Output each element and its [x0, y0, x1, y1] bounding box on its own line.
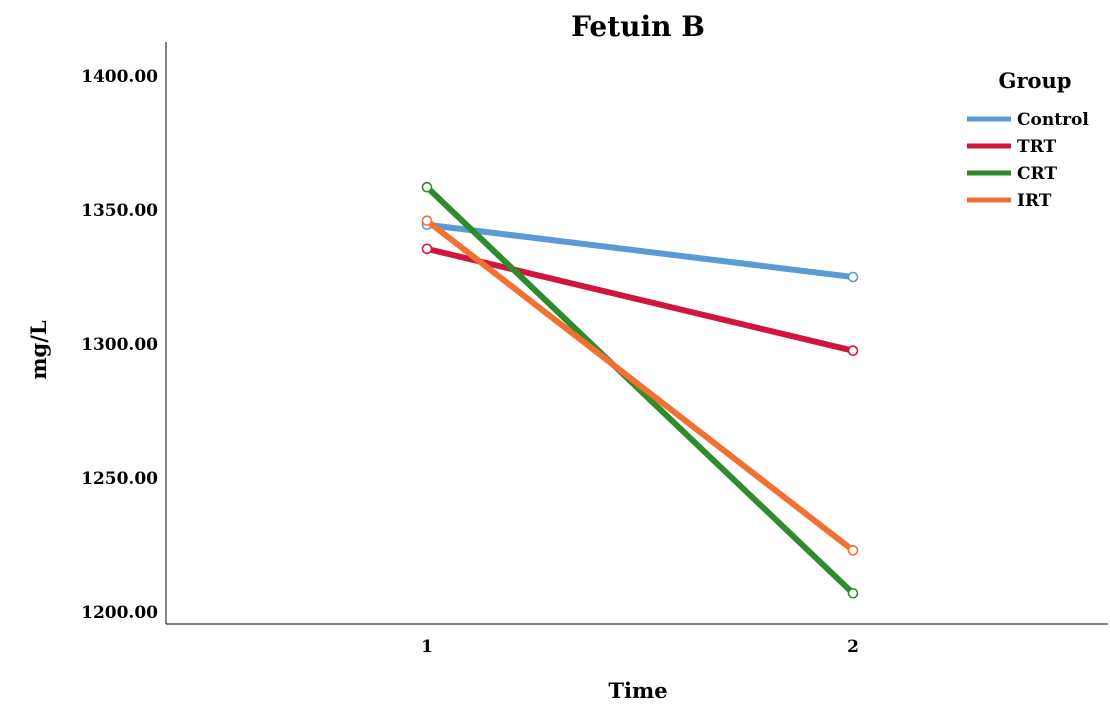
- legend: Group Control TRT CRT IRT: [967, 68, 1089, 211]
- legend-item-irt: IRT: [967, 191, 1052, 211]
- series-line: [424, 184, 856, 597]
- series-irt: [421, 215, 859, 556]
- data-point: [421, 215, 433, 227]
- series-control: [421, 219, 859, 283]
- series-crt: [421, 181, 859, 599]
- y-axis-title: mg/L: [26, 320, 51, 380]
- legend-item-crt: CRT: [967, 164, 1057, 184]
- axes: [165, 42, 1108, 625]
- y-tick-label: 1350.00: [81, 201, 158, 221]
- y-tick-label: 1300.00: [81, 335, 158, 355]
- data-point: [421, 243, 433, 255]
- legend-label: Control: [1017, 110, 1089, 130]
- legend-title: Group: [999, 68, 1072, 93]
- series-trt: [421, 243, 859, 357]
- x-tick-label: 2: [847, 637, 859, 657]
- series-line: [424, 217, 856, 554]
- series-line: [424, 245, 856, 354]
- legend-item-trt: TRT: [967, 137, 1056, 157]
- legend-label: CRT: [1017, 164, 1057, 184]
- x-axis-title: Time: [608, 678, 667, 703]
- data-point: [847, 545, 859, 556]
- tick-labels: 1200.00 1250.00 1300.00 1350.00 1400.00 1 2: [81, 67, 859, 657]
- series-line: [424, 221, 856, 280]
- data-point: [421, 181, 433, 193]
- y-tick-label: 1200.00: [81, 603, 158, 623]
- legend-label: TRT: [1017, 137, 1056, 157]
- x-tick-label: 1: [421, 637, 433, 657]
- legend-item-control: Control: [967, 110, 1089, 130]
- legend-label: IRT: [1017, 191, 1052, 211]
- series-layer: [421, 181, 859, 599]
- y-tick-label: 1400.00: [81, 67, 158, 87]
- data-point: [847, 345, 859, 357]
- data-point: [847, 587, 859, 599]
- data-point: [847, 271, 859, 283]
- y-tick-label: 1250.00: [81, 469, 158, 489]
- chart-title: Fetuin B: [571, 10, 705, 43]
